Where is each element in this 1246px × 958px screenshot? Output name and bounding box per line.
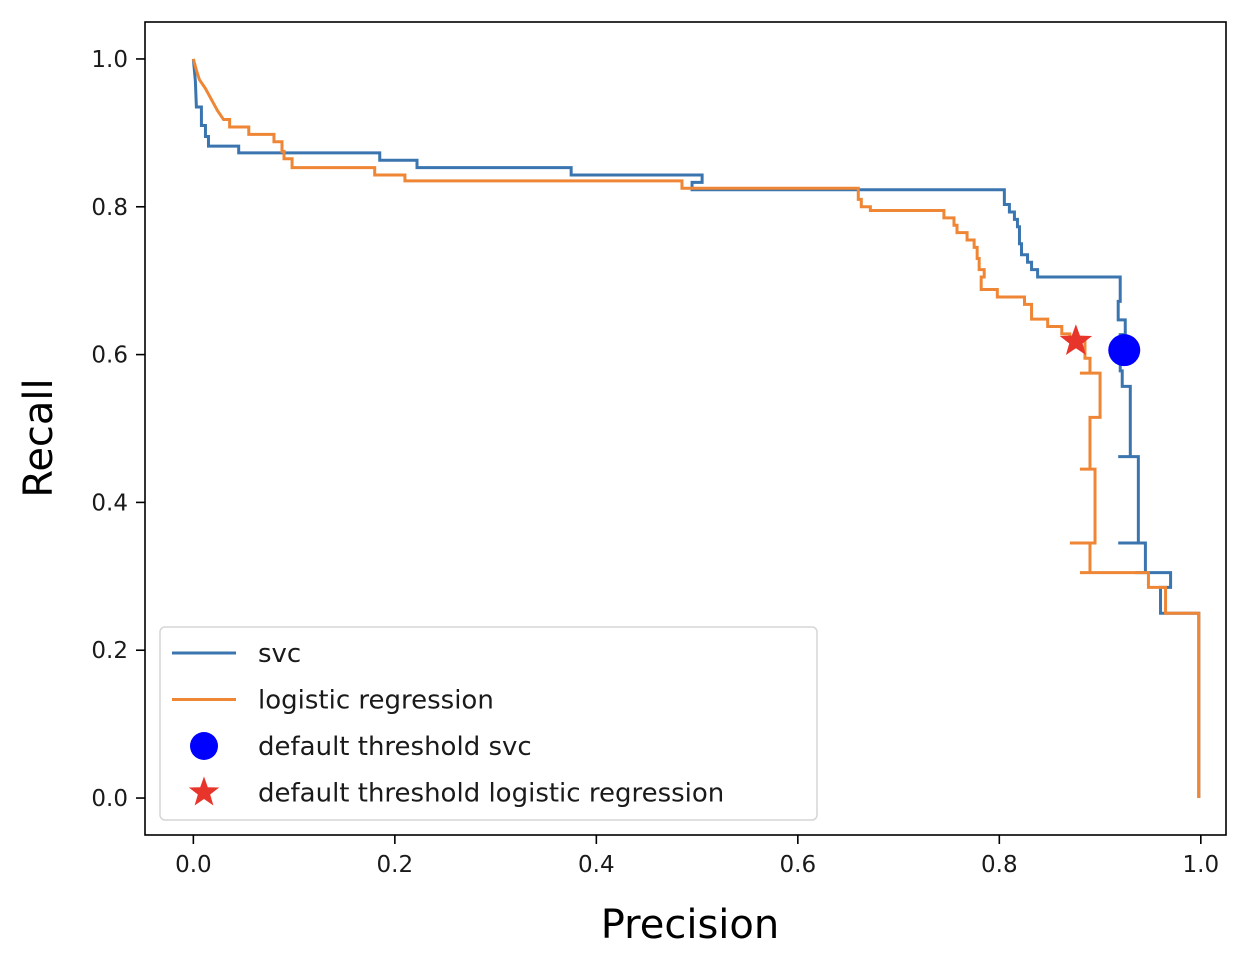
series-line-0	[191, 58, 1201, 799]
legend-label: logistic regression	[258, 686, 494, 716]
legend-label: svc	[258, 639, 301, 669]
x-tick-label: 0.4	[578, 852, 615, 878]
y-tick-label: 0.6	[91, 343, 128, 369]
legend-label: default threshold svc	[258, 732, 532, 762]
y-tick-label: 1.0	[91, 47, 128, 73]
y-axis-title: Recall	[16, 378, 62, 497]
y-tick-label: 0.0	[91, 786, 128, 812]
x-tick-label: 0.0	[175, 852, 212, 878]
marker-default-threshold-logistic-regression	[1059, 324, 1093, 356]
plot-frame	[144, 21, 1227, 836]
y-tick-label: 0.2	[91, 638, 128, 664]
legend-star-handle	[188, 776, 220, 806]
marker-default-threshold-svc	[1108, 334, 1141, 367]
x-tick-label: 0.8	[981, 852, 1018, 878]
x-tick-label: 0.6	[780, 852, 817, 878]
y-tick-label: 0.4	[91, 490, 128, 516]
legend-box	[159, 626, 818, 821]
x-tick-label: 0.2	[377, 852, 414, 878]
x-tick-label: 1.0	[1183, 852, 1220, 878]
axes: 0.0 0.2 0.4 0.6 0.8 1.0 0.0 0.2 0.4 0.6 0.8 1.0	[91, 21, 1227, 878]
legend: svc logistic regression default threshold …	[159, 626, 818, 821]
plot-area	[191, 58, 1201, 799]
x-axis-title: Precision	[601, 902, 779, 948]
series-line-1	[191, 58, 1201, 799]
legend-label: default threshold logistic regression	[258, 779, 724, 809]
y-tick-label: 0.8	[91, 195, 128, 221]
legend-circle-handle	[190, 732, 218, 760]
